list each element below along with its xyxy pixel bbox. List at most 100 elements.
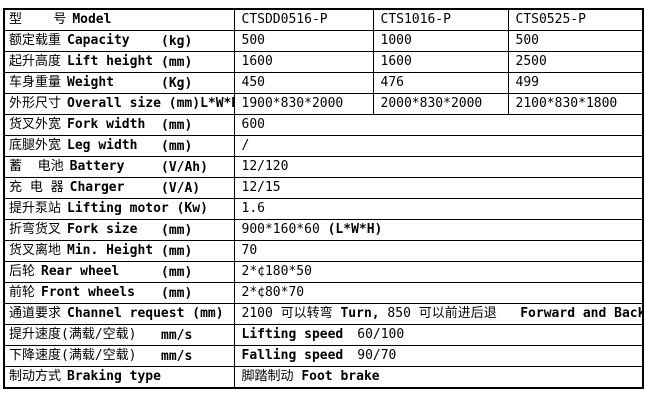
label-unit: (mm): [161, 223, 193, 238]
value-text: 脚踏制动: [241, 369, 302, 384]
table-row-min-height: 货叉离地 Min. Height (mm) 70: [3, 240, 644, 262]
value-cell: Lifting speed 60/100: [233, 324, 644, 346]
label-en: Capacity: [67, 33, 130, 48]
label-unit: (mm): [161, 139, 193, 154]
value-cell: 2500: [507, 51, 644, 73]
label-unit: (kg): [161, 34, 193, 49]
value-cell: 2*¢80*70: [233, 282, 644, 304]
label-en: Overall size (mm)L*W*H: [67, 96, 234, 111]
label-cn: 下降速度(满载/空载): [9, 348, 137, 363]
value-cell: 脚踏制动 Foot brake: [233, 366, 644, 389]
value-cell: 2*¢180*50: [233, 261, 644, 283]
value-text: 2100 可以转弯: [241, 306, 341, 321]
label-en: Front wheels: [41, 285, 135, 300]
label-unit: (mm): [161, 244, 193, 259]
label-cn: 底腿外宽: [9, 138, 62, 153]
label-cn: 货叉离地: [9, 243, 62, 258]
label-unit: (V/A): [161, 181, 201, 196]
value-text-bold: Forward and Backward: [520, 306, 643, 321]
row-label-fork-width: 货叉外宽 Fork width (mm): [3, 114, 235, 136]
value-cell: 600: [233, 114, 644, 136]
label-cn: 通道要求: [9, 306, 62, 321]
label-en: Charger: [69, 180, 125, 195]
value-cell: 2000*830*2000: [372, 93, 509, 115]
label-unit: mm/s: [161, 328, 193, 343]
label-en: Braking type: [67, 369, 161, 384]
label-en: Channel request (mm): [67, 306, 224, 321]
label-cn: 前轮: [9, 285, 36, 300]
label-unit: (mm): [161, 265, 193, 280]
value-cell: 1600: [233, 51, 374, 73]
value-cell: 500: [233, 30, 374, 52]
label-unit: (mm): [161, 118, 193, 133]
value-text: 850 可以前进后退: [379, 306, 521, 321]
label-cn: 提升泵站: [9, 201, 62, 216]
value-cell: 1600: [372, 51, 509, 73]
table-row-battery: 蓄 电池 Battery (V/Ah) 12/120: [3, 156, 644, 178]
label-en: Battery: [69, 159, 125, 174]
row-label-model: 型 号 Model: [3, 8, 235, 31]
label-en: Model: [72, 12, 112, 27]
label-en: Weight: [67, 75, 114, 90]
value-cell: 12/120: [233, 156, 644, 178]
label-cn: 额定载重: [9, 33, 62, 48]
label-cn: 制动方式: [9, 369, 62, 384]
label-cn: 货叉外宽: [9, 117, 62, 132]
row-label-front-wheels: 前轮 Front wheels (mm): [3, 282, 235, 304]
value-cell: 500: [507, 30, 644, 52]
table-row-fork-width: 货叉外宽 Fork width (mm) 600: [3, 114, 644, 136]
value-cell: Falling speed 90/70: [233, 345, 644, 367]
label-cn: 车身重量: [9, 75, 62, 90]
row-label-capacity: 额定载重 Capacity (kg): [3, 30, 235, 52]
label-unit: mm/s: [161, 349, 193, 364]
value-cell: 476: [372, 72, 509, 94]
value-cell: 70: [233, 240, 644, 262]
label-cn: 充 电 器: [9, 180, 64, 195]
value-cell: 2100 可以转弯 Turn, 850 可以前进后退 Forward and B…: [233, 303, 644, 325]
row-label-weight: 车身重量 Weight (Kg): [3, 72, 235, 94]
table-row-lifting-speed: 提升速度(满载/空载) mm/s Lifting speed 60/100: [3, 324, 644, 346]
row-label-channel-request: 通道要求 Channel request (mm): [3, 303, 235, 325]
value-cell: 450: [233, 72, 374, 94]
row-label-overall-size: 外形尺寸 Overall size (mm)L*W*H: [3, 93, 235, 115]
table-row-fork-size: 折弯货叉 Fork size (mm) 900*160*60 (L*W*H): [3, 219, 644, 241]
label-en: Lifting motor (Kw): [67, 201, 208, 216]
value-text: 90/70: [357, 348, 397, 363]
row-label-lifting-speed: 提升速度(满载/空载) mm/s: [3, 324, 235, 346]
value-text-bold: Foot brake: [301, 369, 380, 384]
table-row-braking-type: 制动方式 Braking type 脚踏制动 Foot brake: [3, 366, 644, 389]
table-row-channel-request: 通道要求 Channel request (mm) 2100 可以转弯 Turn,…: [3, 303, 644, 325]
label-cn: 外形尺寸: [9, 96, 62, 111]
value-cell: 1.6: [233, 198, 644, 220]
value-text: 900*160*60: [241, 222, 328, 237]
label-en: Min. Height: [67, 243, 154, 258]
row-label-lifting-motor: 提升泵站 Lifting motor (Kw): [3, 198, 235, 220]
table-row-overall-size: 外形尺寸 Overall size (mm)L*W*H 1900*830*2000…: [3, 93, 644, 115]
label-en: Lift height: [67, 54, 154, 69]
row-label-leg-width: 底腿外宽 Leg width (mm): [3, 135, 235, 157]
label-en: Leg width: [67, 138, 138, 153]
label-cn: 后轮: [9, 264, 36, 279]
table-row-weight: 车身重量 Weight (Kg) 450 476 499: [3, 72, 644, 94]
table-row-falling-speed: 下降速度(满载/空载) mm/s Falling speed 90/70: [3, 345, 644, 367]
row-label-charger: 充 电 器 Charger (V/A): [3, 177, 235, 199]
value-cell: 1000: [372, 30, 509, 52]
value-cell: 900*160*60 (L*W*H): [233, 219, 644, 241]
label-unit: (mm): [161, 55, 193, 70]
label-cn: 蓄 电池: [9, 159, 64, 174]
model-cell-1: CTSDD0516-P: [233, 8, 374, 31]
table-row-charger: 充 电 器 Charger (V/A) 12/15: [3, 177, 644, 199]
row-label-min-height: 货叉离地 Min. Height (mm): [3, 240, 235, 262]
model-cell-3: CTS0525-P: [507, 8, 644, 31]
label-unit: (mm): [161, 286, 193, 301]
value-text-bold: (L*W*H): [327, 222, 383, 237]
value-cell: /: [233, 135, 644, 157]
table-row-model: 型 号 Model CTSDD0516-P CTS1016-P CTS0525-P: [3, 8, 644, 31]
value-text: 60/100: [357, 327, 405, 342]
table-row-capacity: 额定载重 Capacity (kg) 500 1000 500: [3, 30, 644, 52]
value-text-bold: Turn,: [340, 306, 380, 321]
label-en: Fork size: [67, 222, 138, 237]
label-en: Fork width: [67, 117, 146, 132]
table-row-front-wheels: 前轮 Front wheels (mm) 2*¢80*70: [3, 282, 644, 304]
